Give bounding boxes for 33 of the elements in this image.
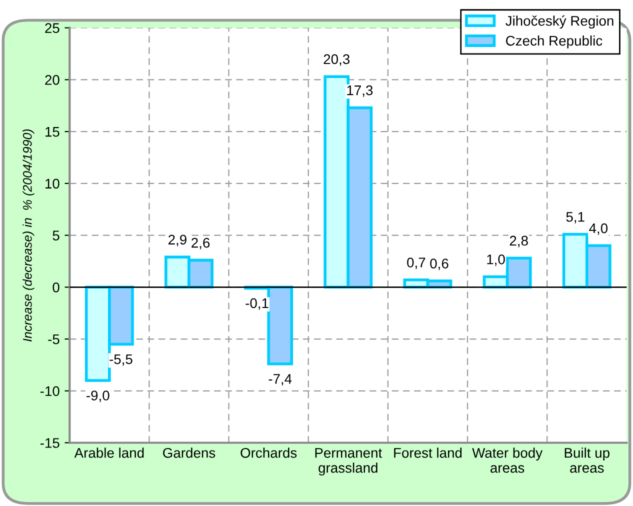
data-label: 20,3 [324,54,350,66]
data-label: 0,7 [407,258,426,270]
data-label: 0,6 [430,258,448,270]
y-tick-label: 5 [52,230,60,240]
x-tick-label: Orchards [240,448,297,458]
x-tick-label: Forest land [394,448,462,458]
data-label: -5,5 [110,354,132,366]
data-label: 2,8 [510,236,528,248]
data-label: 5,1 [566,212,584,224]
data-label: 17,3 [347,85,373,97]
data-label: -7,4 [268,374,292,386]
y-tick-label: 20 [45,75,60,85]
x-tick-label: Permanent grassland [315,448,382,476]
y-tick-label: 15 [46,127,60,137]
y-tick-label: -10 [40,386,60,396]
y-tick-label: -5 [48,334,60,344]
data-label: -9,0 [86,390,110,402]
x-tick-label: Water body areas [472,448,543,473]
y-tick-label: 25 [45,23,60,33]
data-label: 1,0 [487,254,505,266]
y-tick-label: 0 [52,282,60,292]
y-axis-title: Increase (decrease) in % (2004/1990) [22,129,34,342]
x-tick-label: Arable land [74,448,144,458]
y-tick-label: 10 [46,178,60,189]
data-label: 2,9 [168,234,186,246]
data-label: 2,6 [192,238,210,250]
data-label: 4,0 [589,223,608,235]
y-tick-label: -15 [40,438,60,448]
x-tick-label: Built up areas [564,448,610,473]
legend-label: Czech Republic [506,35,602,48]
x-tick-label: Gardens [163,448,216,458]
data-label: -0,1 [246,298,268,310]
legend-label: Jihočeský Region [506,15,614,29]
